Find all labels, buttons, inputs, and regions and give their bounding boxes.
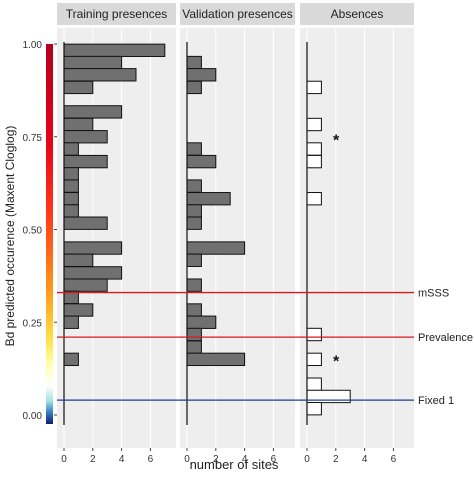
bar bbox=[186, 241, 246, 255]
bar bbox=[186, 352, 246, 367]
x-tick-label: 2 bbox=[333, 454, 339, 465]
colorbar-gradient bbox=[46, 44, 53, 424]
y-tick-label: 1.00 bbox=[23, 40, 43, 51]
threshold-label: mSSS bbox=[418, 288, 449, 300]
bar bbox=[186, 192, 231, 206]
x-tick-label: 6 bbox=[391, 454, 397, 465]
bar bbox=[63, 105, 123, 119]
x-tick-label: 4 bbox=[119, 454, 125, 465]
annotation-asterisk: * bbox=[333, 133, 340, 150]
bar bbox=[306, 352, 322, 367]
bar bbox=[186, 55, 202, 70]
bar bbox=[186, 179, 202, 193]
panel-training-presences: Training presences bbox=[57, 3, 176, 448]
bar bbox=[306, 377, 322, 391]
bar bbox=[63, 192, 79, 206]
y-tick-label: 0.00 bbox=[23, 411, 43, 422]
bar bbox=[186, 340, 202, 354]
bar bbox=[306, 192, 322, 206]
bar bbox=[306, 327, 322, 342]
bar bbox=[63, 80, 94, 95]
panels-layer: Training presences Validation presences Ab… bbox=[57, 3, 414, 448]
panel-strip bbox=[180, 3, 295, 25]
x-tick-label: 0 bbox=[61, 454, 67, 465]
bar bbox=[306, 402, 322, 416]
x-tick-label: 2 bbox=[213, 454, 219, 465]
x-tick-label: 6 bbox=[148, 454, 154, 465]
threshold-label: Prevalence bbox=[418, 332, 473, 344]
bar bbox=[186, 142, 202, 156]
bar bbox=[186, 315, 217, 329]
bar bbox=[63, 130, 108, 144]
bar bbox=[63, 204, 79, 218]
panel-strip bbox=[57, 3, 176, 25]
y-tick-label: 0.50 bbox=[23, 226, 43, 237]
bar bbox=[63, 142, 79, 156]
bar bbox=[63, 303, 94, 317]
y-tick-label: 0.25 bbox=[23, 318, 43, 329]
panel-title: Training presences bbox=[66, 7, 168, 21]
y-tick-label: 0.75 bbox=[23, 133, 43, 144]
bar bbox=[63, 117, 94, 132]
bar bbox=[186, 253, 202, 267]
bar bbox=[63, 216, 108, 230]
x-axis-label: number of sites bbox=[190, 457, 279, 472]
panel-title: Absences bbox=[331, 7, 384, 21]
bar bbox=[306, 142, 322, 156]
x-axis: 0 2 4 6 0 2 4 6 0 2 4 6 bbox=[61, 448, 397, 465]
threshold-label: Fixed 1 bbox=[418, 395, 454, 407]
panel-background bbox=[57, 28, 176, 448]
panel-strip bbox=[300, 3, 414, 25]
x-tick-label: 2 bbox=[90, 454, 96, 465]
bar bbox=[186, 154, 217, 169]
y-axis: 0.00 0.25 0.50 0.75 1.00 bbox=[23, 40, 57, 422]
panel-background bbox=[180, 28, 295, 448]
x-tick-label: 6 bbox=[271, 454, 277, 465]
x-tick-label: 0 bbox=[184, 454, 190, 465]
bar bbox=[63, 154, 108, 169]
bar bbox=[63, 253, 94, 267]
bar bbox=[306, 80, 322, 95]
bar bbox=[63, 167, 79, 181]
y-axis-label: Bd predicted occurence (Maxent Cloglog) bbox=[3, 126, 17, 347]
bar bbox=[186, 80, 202, 95]
x-tick-label: 0 bbox=[304, 454, 310, 465]
panel-title: Validation presences bbox=[182, 7, 293, 21]
bar bbox=[63, 352, 79, 367]
bar bbox=[186, 278, 202, 292]
bar bbox=[186, 327, 202, 342]
colorbar bbox=[46, 44, 53, 424]
x-tick-label: 4 bbox=[362, 454, 368, 465]
bar bbox=[63, 241, 123, 255]
annotation-asterisk: * bbox=[333, 353, 340, 370]
bar bbox=[186, 216, 202, 230]
bar bbox=[306, 154, 322, 169]
bar bbox=[186, 303, 202, 317]
bar bbox=[186, 204, 202, 218]
bar bbox=[63, 278, 108, 292]
bar bbox=[63, 68, 137, 82]
panel-absences: Absences bbox=[300, 3, 414, 448]
x-tick-label: 4 bbox=[242, 454, 248, 465]
bar bbox=[63, 43, 166, 57]
bar bbox=[63, 55, 123, 70]
bar bbox=[63, 315, 79, 329]
bar bbox=[63, 179, 79, 193]
panel-validation-presences: Validation presences bbox=[180, 3, 295, 448]
bar bbox=[306, 117, 322, 132]
bar bbox=[63, 266, 123, 280]
bar bbox=[186, 68, 217, 82]
threshold-lines: mSSS Prevalence Fixed 1 bbox=[57, 288, 473, 407]
